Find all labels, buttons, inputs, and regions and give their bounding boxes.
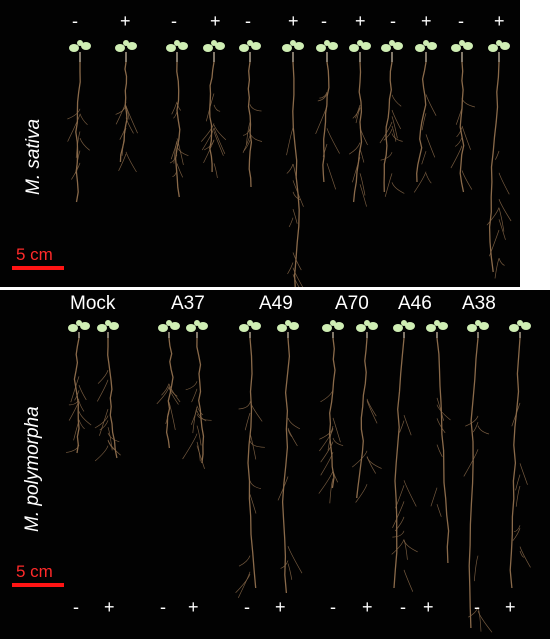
sativa-seedling-3 [166, 40, 189, 198]
polymorpha-seedling-9 [391, 320, 418, 592]
sativa-sign-8: + [355, 11, 366, 31]
sativa-sign-4: + [210, 11, 221, 31]
sativa-sign-5: - [245, 11, 251, 31]
group-label-a38: A38 [462, 293, 496, 314]
sativa-seedling-2 [115, 40, 138, 173]
group-label-a70: A70 [335, 293, 369, 314]
sativa-sign-11: - [458, 11, 464, 31]
sativa-seedling-9 [379, 40, 405, 197]
group-label-a46: A46 [398, 293, 432, 314]
sativa-sign-3: - [171, 11, 177, 31]
polymorpha-sign-12: + [505, 597, 516, 617]
polymorpha-seedling-3 [156, 320, 181, 449]
species-label-sativa: M. sativa [23, 118, 44, 195]
polymorpha-seedling-12 [509, 320, 531, 589]
group-label-mock: Mock [70, 293, 116, 314]
sativa-panel: - + - + - + - + - + - + M. sativa 5 cm [0, 0, 520, 287]
group-label-a37: A37 [171, 293, 205, 314]
polymorpha-sign-9: - [400, 597, 406, 617]
polymorpha-sign-1: - [73, 597, 79, 617]
sativa-seedling-6 [282, 40, 304, 287]
sativa-seedling-7 [315, 40, 340, 190]
scale-label-bottom: 5 cm [16, 562, 53, 581]
sativa-sign-6: + [288, 11, 299, 31]
sativa-seedling-10 [413, 40, 437, 193]
polymorpha-seedling-11 [463, 320, 493, 633]
sativa-seedling-11 [450, 40, 475, 193]
polymorpha-sign-7: - [330, 597, 336, 617]
polymorpha-sign-4: + [188, 597, 199, 617]
group-label-a49: A49 [259, 293, 293, 314]
sativa-sign-9: - [390, 11, 396, 31]
sativa-sign-10: + [421, 11, 432, 31]
sativa-sign-1: - [72, 11, 78, 31]
polymorpha-sign-8: + [362, 597, 373, 617]
polymorpha-seedlings-photo [66, 320, 531, 633]
sativa-seedlings-photo [67, 40, 512, 287]
polymorpha-sign-2: + [104, 597, 115, 617]
polymorpha-sign-10: + [423, 597, 434, 617]
polymorpha-seedling-10 [426, 320, 451, 564]
polymorpha-sign-5: - [244, 597, 250, 617]
sativa-sign-2: + [120, 11, 131, 31]
polymorpha-seedling-5 [235, 320, 265, 598]
polymorpha-seedling-2 [94, 320, 121, 462]
polymorpha-panel: Mock A37 A49 A70 A46 A38 M. polymorpha 5… [0, 290, 550, 639]
sativa-seedling-1 [67, 40, 91, 203]
scale-bar-bottom [12, 583, 64, 587]
sativa-seedling-8 [349, 40, 371, 207]
polymorpha-sign-3: - [160, 597, 166, 617]
species-label-polymorpha: M. polymorpha [22, 406, 43, 532]
polymorpha-seedling-7 [318, 320, 344, 504]
sativa-sign-12: + [494, 11, 505, 31]
scale-bar-top [12, 266, 64, 270]
polymorpha-sign-11: - [474, 597, 480, 617]
polymorpha-seedling-6 [277, 320, 303, 594]
polymorpha-seedling-8 [351, 320, 382, 503]
scale-label-top: 5 cm [16, 245, 53, 264]
sativa-seedling-12 [486, 40, 512, 279]
polymorpha-seedling-1 [66, 320, 92, 454]
sativa-seedling-5 [239, 40, 263, 188]
sativa-seedling-4 [201, 40, 227, 178]
sativa-sign-7: - [321, 11, 327, 31]
polymorpha-sign-6: + [275, 597, 286, 617]
polymorpha-seedling-4 [182, 320, 212, 470]
